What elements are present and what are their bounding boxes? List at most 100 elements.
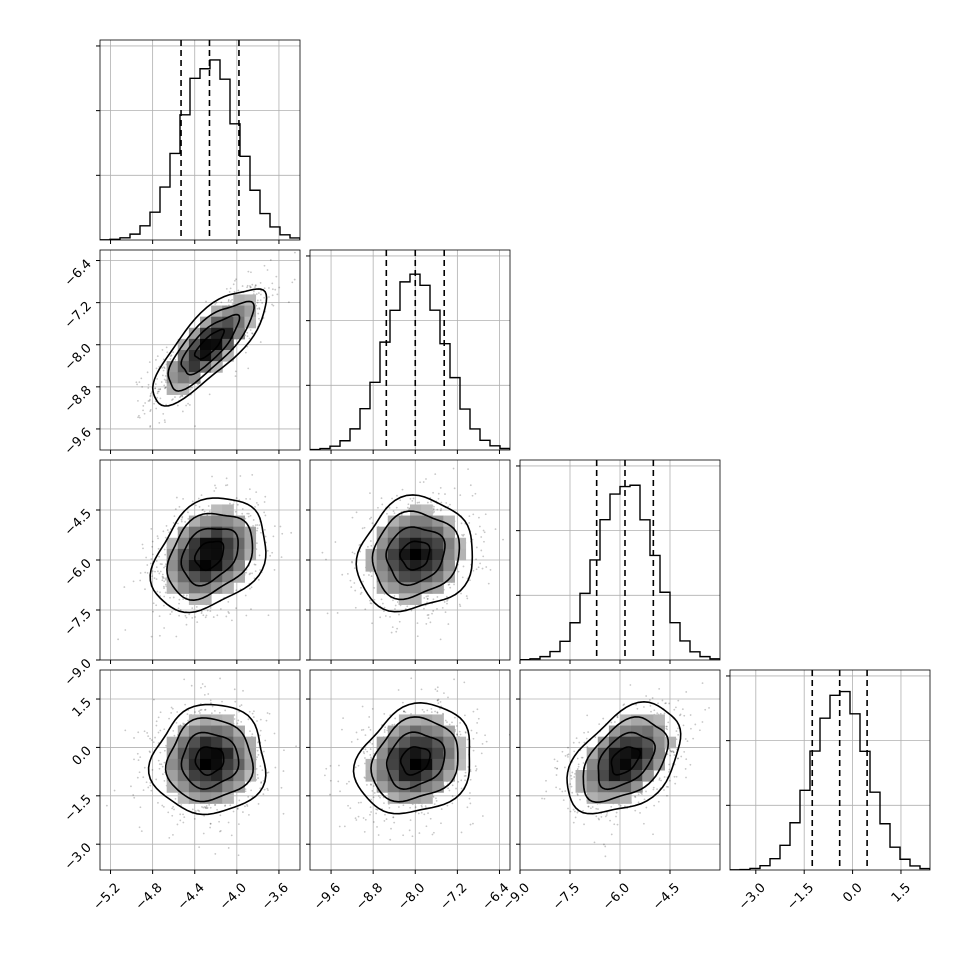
scatter-point [179, 395, 182, 397]
scatter-point [436, 711, 439, 713]
scatter-point [410, 609, 413, 612]
scatter-point [272, 535, 275, 538]
scatter-point [369, 599, 371, 602]
scatter-point [185, 404, 188, 407]
density-cell [177, 792, 190, 804]
scatter-point [440, 501, 443, 504]
scatter-point [566, 754, 569, 756]
scatter-point [669, 754, 672, 757]
scatter-point [159, 729, 162, 732]
scatter-point [369, 517, 371, 520]
scatter-point [167, 811, 170, 814]
scatter-point [466, 597, 469, 600]
density-cell [631, 714, 643, 727]
scatter-point [460, 779, 463, 782]
scatter-point [570, 777, 573, 780]
scatter-point [234, 375, 237, 378]
density-cell [410, 593, 422, 605]
scatter-point [241, 508, 244, 510]
scatter-point [487, 582, 490, 585]
scatter-point [144, 402, 147, 404]
scatter-point [282, 770, 285, 772]
x-tick-label: −6.0 [600, 880, 633, 913]
scatter-point [420, 688, 423, 691]
scatter-point [166, 351, 169, 354]
scatter-point [562, 799, 565, 802]
scatter-point [329, 764, 332, 767]
scatter-point [274, 288, 277, 291]
scatter-point [448, 789, 451, 792]
scatter-point [158, 572, 161, 575]
scatter-point [256, 527, 259, 530]
scatter-point [205, 300, 207, 303]
scatter-point [575, 737, 578, 740]
scatter-point [469, 778, 472, 781]
scatter-point [251, 283, 254, 286]
scatter-point [660, 779, 662, 782]
scatter-point [211, 705, 214, 708]
scatter-point [224, 709, 227, 712]
scatter-point [193, 817, 196, 820]
scatter-point [553, 758, 556, 761]
scatter-point [177, 607, 180, 610]
scatter-point [409, 819, 412, 822]
scatter-point [180, 520, 183, 523]
x-tick-label: −4.4 [175, 880, 208, 913]
scatter-point [266, 712, 269, 714]
density-cell [432, 537, 444, 550]
density-cell [586, 792, 599, 804]
density-cell [200, 792, 212, 804]
scatter-point [388, 806, 391, 809]
scatter-point [658, 777, 661, 780]
scatter-point [363, 752, 366, 755]
scatter-point [383, 606, 386, 609]
scatter-point [234, 370, 237, 373]
density-cell [222, 792, 234, 804]
scatter-point [434, 688, 437, 691]
scatter-point [576, 811, 579, 814]
density-cell [387, 781, 400, 793]
scatter-point [445, 595, 448, 598]
scatter-point [165, 525, 168, 527]
scatter-point [564, 754, 567, 757]
scatter-point [252, 519, 255, 521]
scatter-point [171, 807, 174, 810]
scatter-point [668, 768, 671, 771]
scatter-point [421, 708, 424, 711]
scatter-point [145, 556, 148, 559]
scatter-point [194, 616, 196, 618]
scatter-point [161, 573, 164, 576]
scatter-point [362, 580, 364, 583]
panel-content [520, 670, 720, 870]
scatter-point [271, 282, 274, 285]
density-cell [177, 725, 190, 738]
density-cell [376, 758, 389, 771]
scatter-point [233, 718, 236, 720]
density-cell [620, 758, 632, 771]
density-cell [410, 515, 422, 528]
scatter-point [182, 594, 185, 597]
scatter-point [479, 562, 482, 565]
scatter-point [475, 546, 478, 549]
density-cell [188, 792, 201, 804]
density-cell [443, 526, 455, 539]
scatter-point [377, 506, 379, 509]
scatter-point [665, 702, 667, 705]
density-cell [211, 338, 223, 351]
scatter-point [437, 702, 440, 705]
scatter-point [198, 846, 201, 849]
scatter-point [278, 286, 281, 289]
scatter-point [616, 823, 619, 826]
scatter-point [156, 535, 159, 538]
scatter-point [151, 570, 154, 573]
scatter-point [199, 712, 201, 714]
scatter-point [186, 713, 189, 716]
scatter-point [163, 780, 166, 782]
contour-0 [399, 746, 432, 776]
scatter-point [155, 724, 158, 727]
density-cell [211, 758, 223, 771]
scatter-point [163, 367, 166, 370]
scatter-point [249, 329, 252, 331]
density-cell [200, 781, 212, 793]
scatter-point [175, 635, 178, 638]
